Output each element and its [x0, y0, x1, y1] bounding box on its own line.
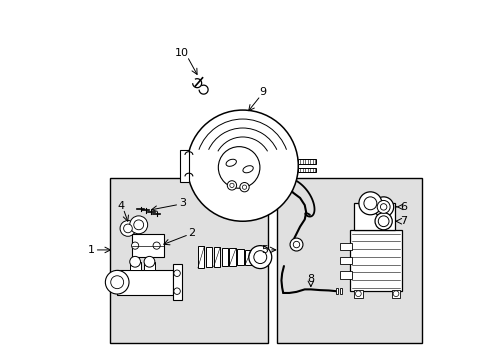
Circle shape	[129, 216, 147, 234]
Bar	[172, 264, 182, 300]
Bar	[339, 271, 351, 279]
Bar	[131, 234, 163, 257]
Bar	[335, 288, 338, 294]
Ellipse shape	[225, 159, 236, 166]
Circle shape	[392, 291, 398, 297]
Bar	[349, 230, 402, 291]
Circle shape	[134, 220, 143, 230]
Circle shape	[242, 185, 246, 189]
Text: 1: 1	[87, 245, 94, 255]
Circle shape	[174, 270, 180, 276]
Circle shape	[144, 256, 155, 267]
Bar	[110, 178, 267, 343]
Text: 4: 4	[118, 201, 125, 211]
Circle shape	[218, 147, 260, 188]
Circle shape	[289, 238, 303, 251]
Circle shape	[131, 242, 139, 249]
Bar	[198, 246, 204, 268]
Bar	[298, 168, 316, 172]
Bar	[353, 290, 362, 298]
Bar	[276, 178, 421, 343]
Bar	[129, 262, 140, 270]
Circle shape	[227, 181, 236, 190]
Circle shape	[174, 288, 180, 294]
Circle shape	[374, 213, 391, 230]
Circle shape	[373, 197, 393, 217]
Bar	[391, 290, 400, 298]
Text: 10: 10	[174, 48, 188, 58]
Circle shape	[105, 270, 129, 294]
Text: 3: 3	[179, 198, 186, 208]
Bar	[221, 248, 227, 266]
Circle shape	[187, 110, 298, 221]
Circle shape	[229, 183, 234, 188]
Circle shape	[253, 251, 266, 264]
Circle shape	[129, 256, 140, 267]
Bar	[339, 288, 341, 294]
Bar	[229, 248, 235, 266]
Bar	[244, 249, 251, 265]
Circle shape	[355, 291, 361, 297]
Bar	[205, 247, 212, 267]
Circle shape	[153, 242, 160, 249]
Circle shape	[378, 216, 388, 226]
Circle shape	[248, 246, 271, 269]
Circle shape	[376, 201, 389, 213]
Bar	[339, 257, 351, 264]
Bar	[237, 249, 244, 265]
Text: 5: 5	[261, 245, 267, 255]
Text: 6: 6	[399, 202, 406, 212]
Bar	[180, 149, 188, 182]
Circle shape	[120, 221, 136, 236]
Bar	[213, 247, 220, 267]
Circle shape	[293, 241, 299, 248]
Circle shape	[358, 192, 381, 215]
Circle shape	[110, 276, 123, 289]
Bar	[353, 203, 394, 230]
Circle shape	[239, 183, 249, 192]
Text: 7: 7	[399, 216, 406, 226]
Circle shape	[363, 197, 376, 210]
Bar	[298, 159, 316, 164]
Bar	[144, 262, 155, 270]
Ellipse shape	[243, 166, 253, 173]
Text: 2: 2	[188, 228, 195, 238]
Circle shape	[123, 224, 132, 233]
Circle shape	[380, 204, 386, 210]
Text: 8: 8	[306, 274, 314, 284]
Bar	[339, 243, 351, 250]
Text: 9: 9	[259, 87, 266, 97]
Bar	[117, 270, 172, 295]
